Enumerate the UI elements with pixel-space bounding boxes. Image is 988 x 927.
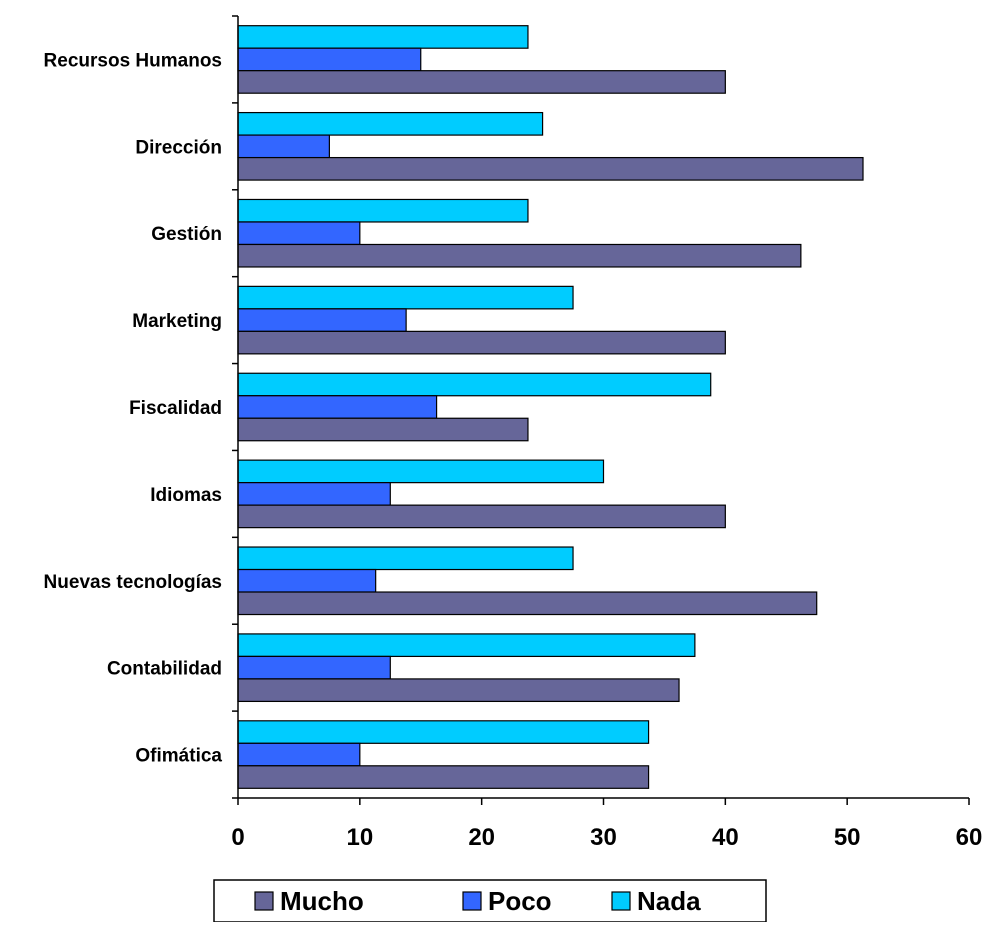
x-tick-label: 0 — [231, 824, 244, 851]
x-tick-label: 30 — [590, 824, 617, 851]
legend-label-mucho: Mucho — [280, 886, 364, 916]
legend: Mucho Poco Nada — [213, 879, 767, 923]
legend-label-nada: Nada — [637, 886, 701, 916]
bar-nada-8 — [237, 720, 650, 744]
y-tick-label: Idiomas — [150, 485, 222, 506]
bar-nada-4 — [237, 372, 712, 397]
x-tick-label: 60 — [956, 824, 983, 851]
bar-mucho-1 — [237, 156, 864, 181]
legend-label-poco: Poco — [488, 886, 552, 916]
bar-mucho-2 — [237, 243, 802, 268]
bar-poco-5 — [237, 482, 391, 506]
bar-nada-1 — [237, 111, 544, 136]
bars-layer — [237, 25, 864, 789]
bar-poco-2 — [237, 221, 361, 246]
bar-poco-1 — [237, 134, 330, 159]
legend-swatch-mucho — [254, 891, 274, 911]
bar-nada-3 — [237, 285, 574, 310]
y-tick-label: Recursos Humanos — [44, 50, 222, 71]
x-tick-label: 50 — [834, 824, 861, 851]
bar-mucho-0 — [237, 70, 726, 94]
y-tick-label: Dirección — [135, 137, 222, 158]
bar-poco-0 — [237, 47, 422, 72]
y-tick-label: Ofimática — [135, 746, 222, 767]
legend-swatch-poco — [462, 891, 482, 911]
y-tick-label: Gestión — [151, 224, 222, 245]
y-tick-label: Contabilidad — [107, 659, 222, 680]
bar-nada-6 — [237, 546, 574, 571]
labels-layer: Recursos Humanos Dirección Gestión Marketin… — [44, 50, 983, 851]
x-tick-label: 10 — [346, 824, 373, 851]
legend-box — [213, 879, 767, 923]
bar-mucho-5 — [237, 504, 726, 529]
y-tick-label: Nuevas tecnologías — [44, 572, 222, 593]
y-tick-label: Fiscalidad — [129, 398, 222, 419]
x-tick-label: 20 — [468, 824, 495, 851]
bar-poco-7 — [237, 655, 391, 680]
bar-nada-0 — [237, 25, 529, 49]
bar-mucho-3 — [237, 330, 726, 355]
bar-poco-8 — [237, 742, 361, 767]
bar-poco-3 — [237, 308, 407, 332]
bar-mucho-8 — [237, 765, 650, 789]
bar-mucho-4 — [237, 417, 529, 442]
bar-mucho-7 — [237, 678, 680, 703]
bar-nada-7 — [237, 633, 696, 658]
axes-layer — [232, 15, 970, 805]
bar-mucho-6 — [237, 591, 818, 616]
bar-nada-5 — [237, 459, 605, 484]
x-tick-label: 40 — [712, 824, 739, 851]
bar-poco-4 — [237, 395, 438, 419]
legend-swatch-nada — [611, 891, 631, 911]
y-tick-label: Marketing — [132, 311, 222, 332]
bar-nada-2 — [237, 198, 529, 223]
bar-poco-6 — [237, 568, 377, 593]
